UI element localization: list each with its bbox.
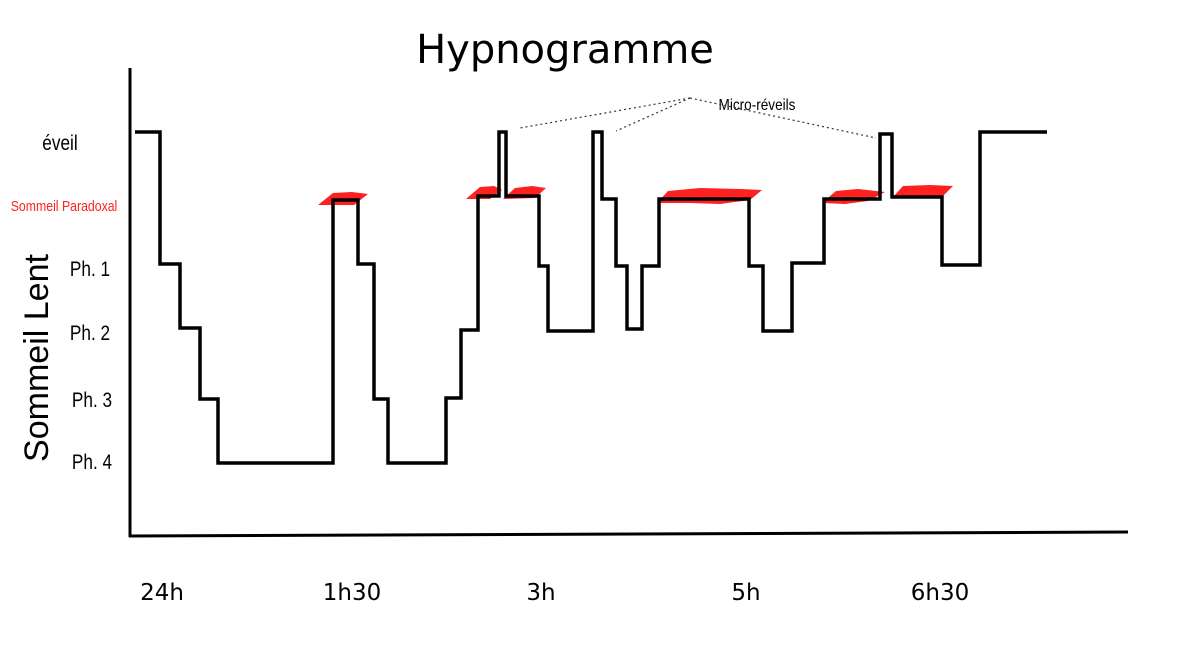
y-tick-label: Ph. 2 [70,323,110,346]
y-tick-label: éveil [42,133,77,156]
chart-title: Hypnogramme [416,27,714,73]
y-group-label: Sommeil Lent [18,254,56,462]
y-tick-label: Ph. 3 [72,390,112,413]
x-axis-labels: 24h 1h30 3h 5h 6h30 [140,580,969,606]
y-tick-label: Sommeil Paradoxal [11,198,118,214]
annotation-leader [519,97,691,129]
axes [128,68,1129,538]
x-tick-label: 6h30 [911,580,969,606]
y-axis-labels: éveil Sommeil Paradoxal Ph. 1 Ph. 2 Ph. 3 Ph.… [11,133,118,475]
annotation-label: Micro-réveils [719,97,796,114]
y-tick-label: Ph. 1 [70,259,110,282]
x-axis-line [128,530,1129,538]
rem-marker [893,185,953,197]
y-tick-label: Ph. 4 [72,452,112,475]
x-tick-label: 1h30 [323,580,381,606]
stage-line [135,130,1047,465]
rem-marker [822,189,885,204]
annotation-leader [615,97,691,132]
x-tick-label: 3h [526,580,555,606]
rem-marker [657,188,762,204]
sleep-stage-trace [135,130,1047,465]
x-tick-label: 24h [140,580,184,606]
micro-reveils-annotation: Micro-réveils [519,97,877,139]
annotation-leader [689,97,877,139]
rem-markers [318,185,953,205]
x-tick-label: 5h [731,580,760,606]
